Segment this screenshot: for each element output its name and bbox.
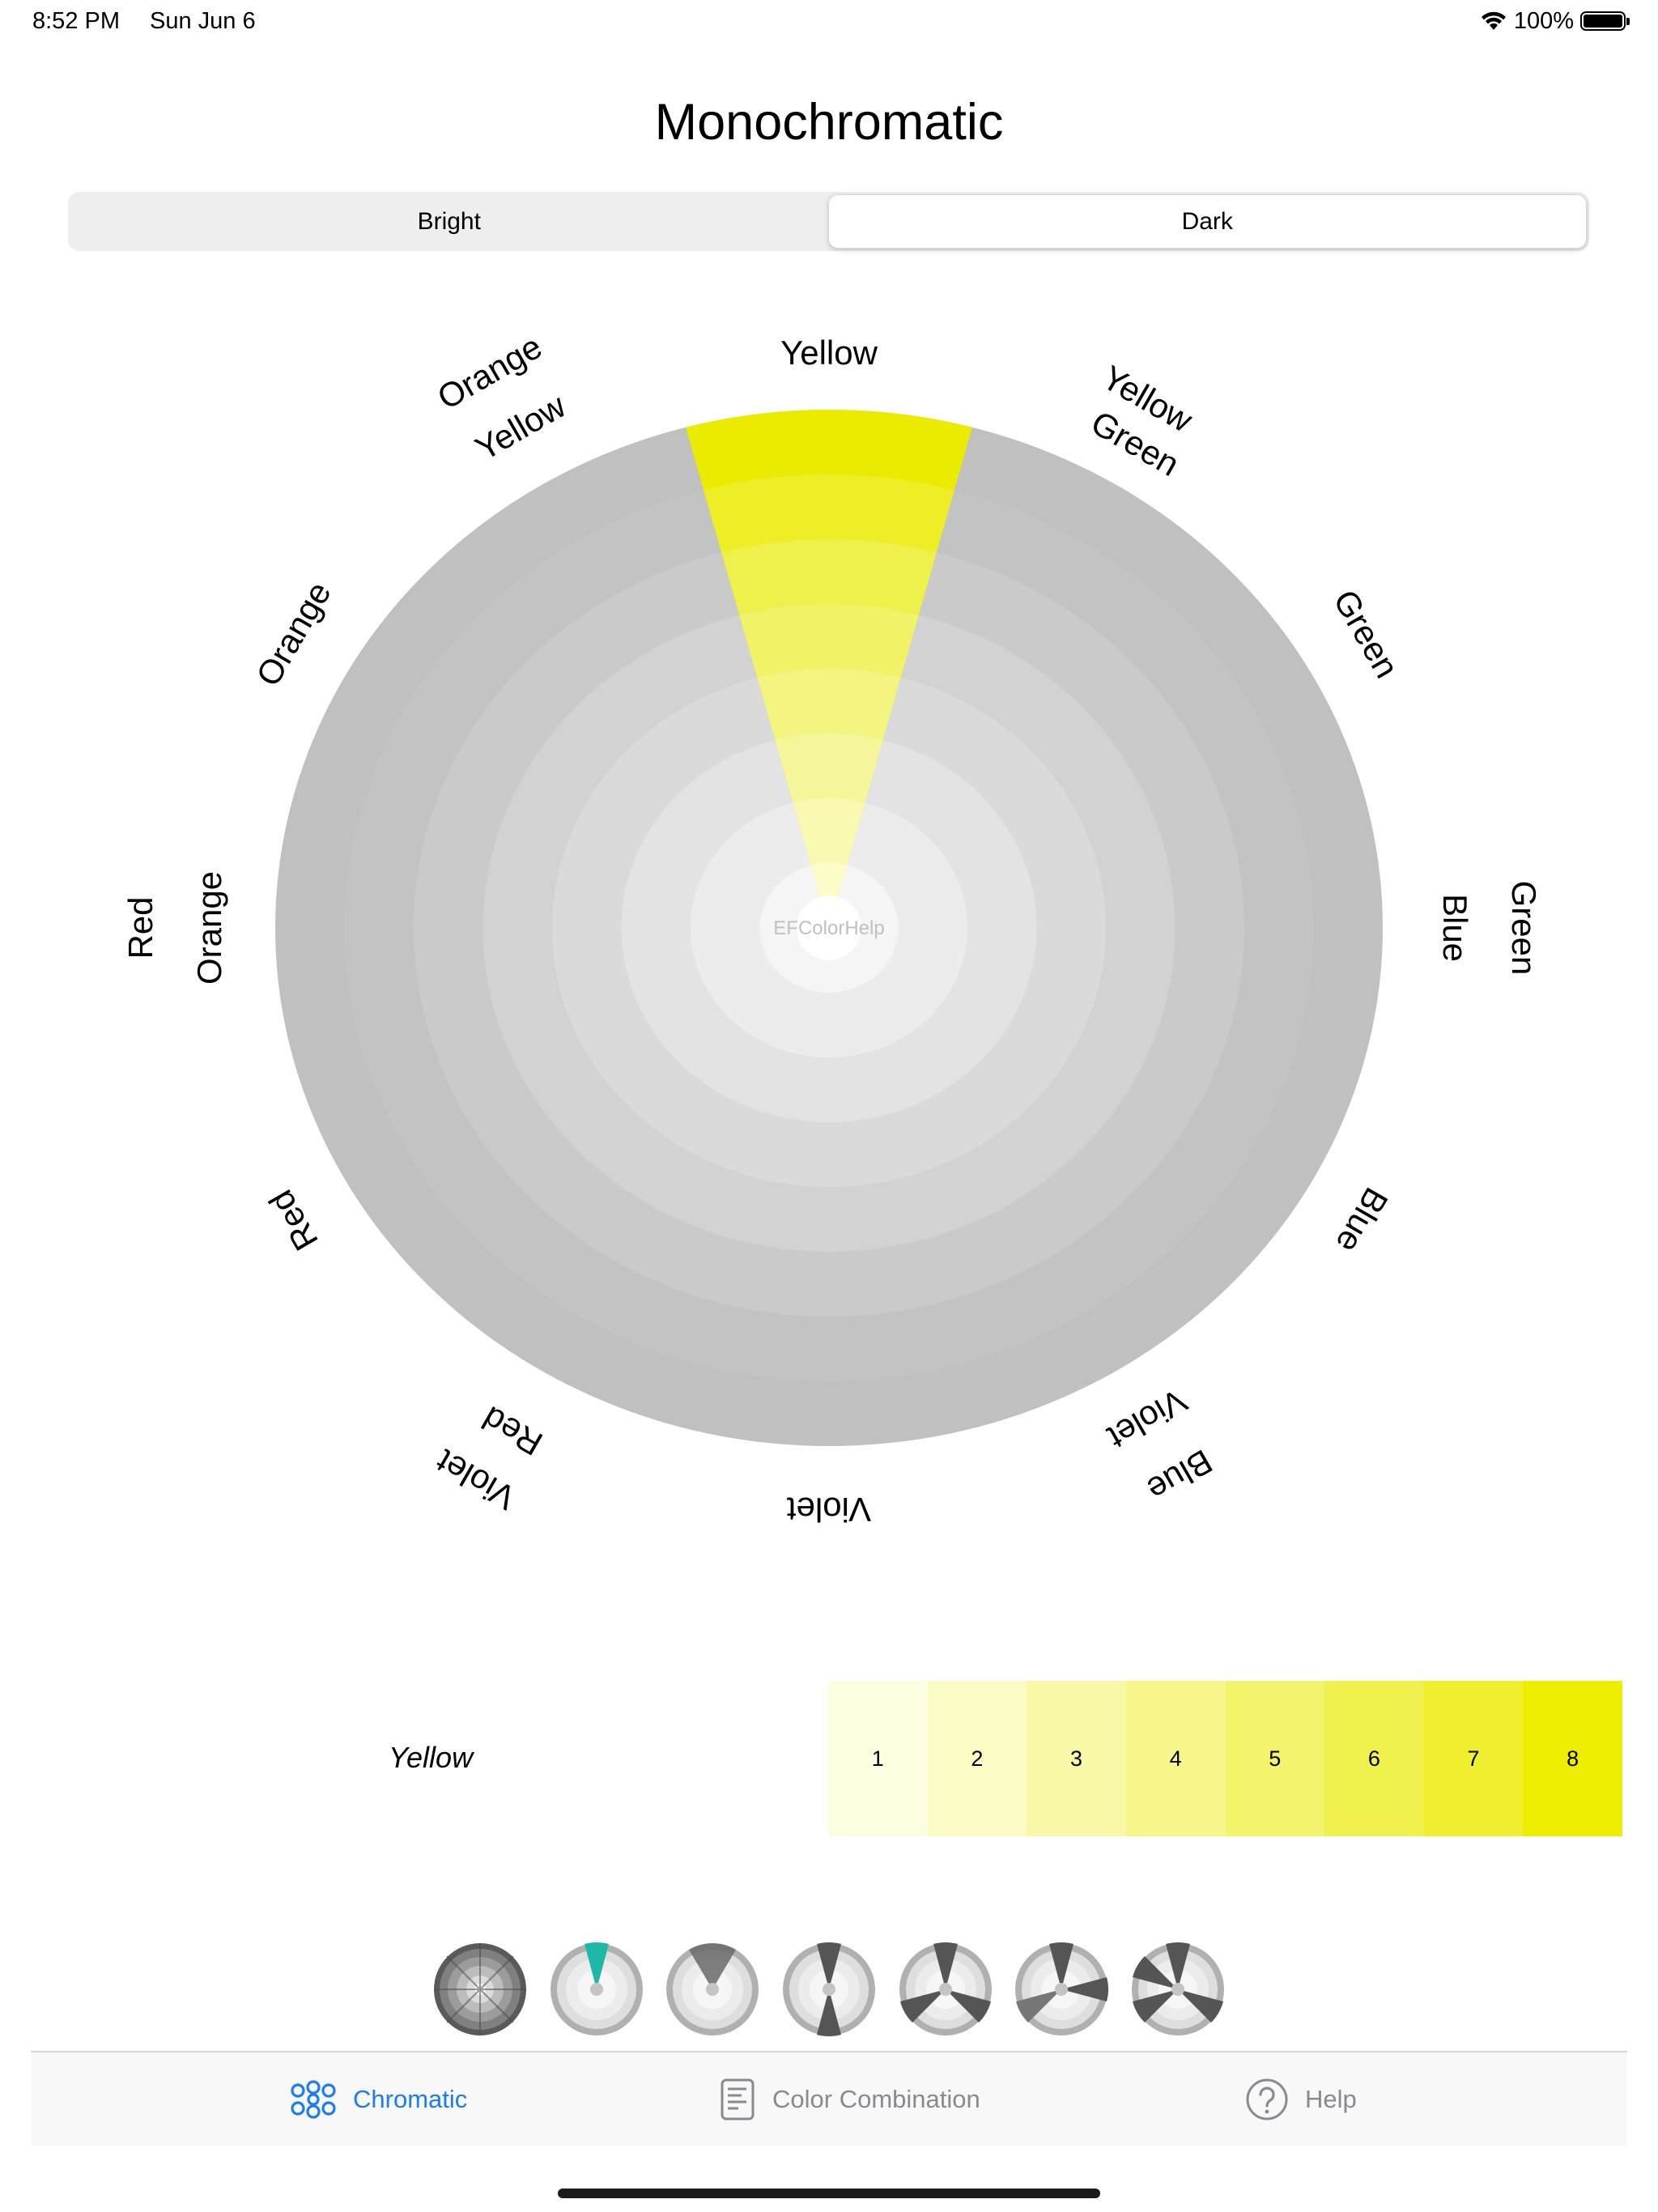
hue-label-orange-yellow-line2: Yellow	[469, 386, 572, 468]
page-title: Monochromatic	[654, 94, 1004, 151]
status-time: 8:52 PM	[32, 8, 120, 34]
mode-tetrad-thumbnail[interactable]	[1130, 1942, 1226, 2037]
hue-label-blue-green-line1: Green	[1505, 881, 1543, 976]
tab-bar	[31, 2052, 1627, 2146]
mode-full-wheel-thumbnail[interactable]	[432, 1942, 528, 2037]
hue-label-orange: Orange	[249, 575, 338, 692]
shade-swatch-6[interactable]: 6	[1324, 1681, 1424, 1836]
selected-color-name: Yellow	[389, 1741, 474, 1774]
shade-swatch-1[interactable]: 1	[828, 1681, 928, 1836]
hue-label-green: Green	[1326, 583, 1406, 684]
scheme-mode-picker	[432, 1942, 1226, 2037]
mode-single-hue-thumbnail[interactable]	[549, 1942, 644, 2037]
wheel-center-label: EFColorHelp	[773, 917, 884, 939]
hue-label-violet: Violet	[787, 1491, 872, 1529]
status-indicators: 100%	[1480, 6, 1630, 36]
shade-swatch-3[interactable]: 3	[1027, 1681, 1126, 1836]
segment-bright[interactable]: Bright	[417, 207, 481, 235]
hue-label-blue-violet-line2: Violet	[1101, 1381, 1193, 1457]
color-wheel[interactable]: EFColorHelp Yellow Yellow Green Green Gr…	[0, 291, 1658, 1555]
mode-triad-thumbnail[interactable]	[898, 1942, 993, 2037]
flower-icon	[291, 2080, 336, 2119]
hue-label-red-orange-line2: Orange	[190, 871, 228, 985]
status-date: Sun Jun 6	[150, 8, 256, 34]
mode-analogous-thumbnail[interactable]	[665, 1942, 760, 2037]
tab-bar-divider	[31, 2051, 1627, 2052]
tab-chromatic[interactable]: Chromatic	[290, 2071, 467, 2128]
hue-label-red: Red	[261, 1184, 325, 1257]
shade-swatch-strip: 1 2 3 4 5 6 7 8	[828, 1681, 1622, 1836]
home-indicator[interactable]	[558, 2189, 1100, 2198]
tab-color-combination-label: Color Combination	[772, 2085, 980, 2113]
hue-label-red-orange-line1: Red	[121, 896, 159, 959]
hue-label-blue-green-line2: Blue	[1436, 894, 1474, 962]
hue-label-red-violet-line1: Violet	[430, 1442, 522, 1517]
shade-swatch-5[interactable]: 5	[1225, 1681, 1325, 1836]
tab-help[interactable]: Help	[1245, 2071, 1357, 2128]
shade-swatch-2[interactable]: 2	[927, 1681, 1027, 1836]
wifi-icon	[1481, 11, 1506, 30]
shade-swatch-8[interactable]: 8	[1523, 1681, 1622, 1836]
shade-swatch-7[interactable]: 7	[1423, 1681, 1524, 1836]
segment-dark[interactable]: Dark	[827, 194, 1587, 249]
mode-complementary-thumbnail[interactable]	[781, 1942, 877, 2037]
hue-label-blue-violet-line1: Blue	[1141, 1442, 1218, 1509]
tab-chromatic-label: Chromatic	[353, 2085, 468, 2113]
mode-split-thumbnail[interactable]	[1014, 1942, 1109, 2037]
tab-color-combination[interactable]: Color Combination	[719, 2071, 980, 2128]
brightness-segmented-control: Bright Dark	[68, 192, 1589, 251]
battery-icon	[1580, 11, 1630, 31]
question-circle-icon	[1246, 2078, 1288, 2121]
tab-help-label: Help	[1305, 2085, 1357, 2113]
document-icon	[721, 2078, 755, 2121]
hue-label-blue: Blue	[1329, 1181, 1396, 1259]
hue-label-red-violet-line2: Red	[476, 1399, 549, 1463]
wheel-center	[797, 895, 861, 960]
hue-label-yellow: Yellow	[780, 334, 878, 372]
highlighted-hue-wedges	[685, 410, 973, 928]
battery-percent: 100%	[1513, 7, 1574, 34]
shade-swatch-4[interactable]: 4	[1125, 1681, 1226, 1836]
yellow-wedge-shade-2[interactable]	[793, 798, 865, 928]
